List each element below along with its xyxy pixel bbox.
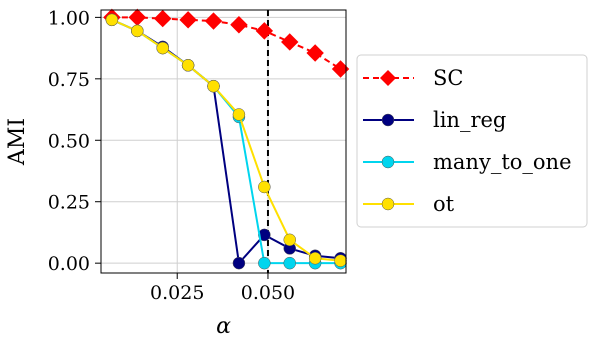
data-point-ot [258, 180, 271, 194]
legend-label-lin-reg: lin_reg [433, 108, 506, 132]
data-point-many-to-one [283, 256, 296, 270]
data-point-ot [283, 233, 296, 247]
y-axis-label: AMI [5, 118, 30, 166]
data-point-lin-reg [258, 228, 271, 242]
data-point-many-to-one [258, 256, 271, 270]
legend-marker-ot [381, 197, 395, 211]
y-tick-label: 0.25 [48, 192, 90, 214]
data-point-ot [207, 79, 220, 93]
series-line-ot [111, 18, 341, 262]
data-point-ot [131, 24, 144, 38]
data-point-sc [153, 9, 172, 28]
y-tick-label: 0.50 [48, 130, 90, 152]
data-point-sc [281, 33, 299, 51]
data-point-sc [306, 44, 324, 62]
series-group [103, 8, 350, 270]
data-point-ot [105, 13, 119, 27]
x-tick-label: 0.050 [241, 282, 295, 304]
legend-label-sc: SC [433, 66, 463, 90]
legend-label-many-to-one: many_to_one [433, 150, 572, 174]
legend-marker-lin-reg [381, 113, 395, 127]
legend-marker-sc [380, 70, 396, 86]
data-point-sc [230, 16, 248, 34]
series-line-lin-reg [111, 18, 341, 266]
legend-marker-many-to-one [381, 155, 395, 169]
x-axis-label: α [216, 314, 231, 339]
data-point-ot [334, 254, 347, 267]
data-point-ot [232, 108, 246, 121]
series-line-many-to-one [111, 18, 341, 265]
y-tick-label: 0.00 [48, 253, 90, 275]
series-line-sc [111, 16, 342, 70]
legend-label-ot: ot [433, 192, 455, 216]
y-tick-label: 0.75 [48, 69, 90, 91]
series-ot [105, 13, 347, 267]
legend-box [356, 54, 588, 228]
series-sc [103, 8, 350, 78]
data-point-sc [255, 22, 274, 40]
data-point-ot [181, 59, 195, 72]
data-point-sc [204, 12, 223, 30]
plot-area-frame [100, 9, 347, 274]
data-point-ot [308, 252, 322, 265]
x-tick-label: 0.025 [150, 282, 204, 304]
data-point-sc [128, 8, 147, 27]
axis-ticks: 0.025 0.050 0.00 0.25 0.50 0.75 1.00 [48, 7, 295, 304]
data-point-ot [156, 41, 169, 55]
data-point-lin-reg [232, 256, 246, 270]
y-tick-label: 1.00 [48, 7, 90, 29]
data-point-sc [179, 11, 197, 29]
